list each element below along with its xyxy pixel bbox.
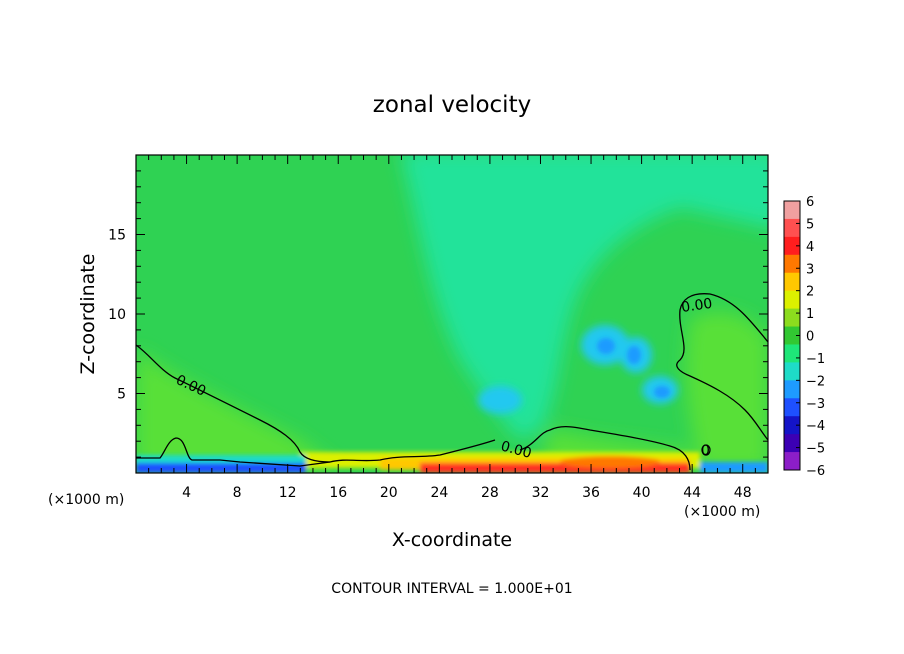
x-tick-label: 8 <box>233 485 242 501</box>
colorbar-label: −5 <box>806 442 825 457</box>
x-tick-label: 44 <box>683 485 701 501</box>
x-unit-right: (×1000 m) <box>684 504 760 520</box>
contour-label: 0.00 <box>680 296 713 316</box>
colorbar-label: −6 <box>806 464 825 479</box>
colorbar-swatch <box>784 254 800 274</box>
colorbar-swatch <box>784 326 800 345</box>
y-axis-label: Z-coordinate <box>77 254 99 375</box>
contour-interval-note: CONTOUR INTERVAL = 1.000E+01 <box>331 581 572 597</box>
colorbar-swatch <box>784 290 800 310</box>
colorbar-swatch <box>784 362 800 381</box>
lower-positive-band <box>136 311 768 470</box>
strong-negative-core <box>597 338 615 354</box>
x-tick-label: 32 <box>532 485 550 501</box>
strong-negative-core <box>654 386 670 398</box>
colorbar-swatch <box>784 308 800 328</box>
colorbar-label: 5 <box>806 217 814 232</box>
x-unit-left: (×1000 m) <box>48 492 124 508</box>
colorbar-swatch <box>784 452 800 471</box>
upper-negative-band <box>401 155 768 440</box>
colorbar-swatch <box>784 201 800 220</box>
contour-label: 0.00 <box>499 438 533 462</box>
surface-hotspot <box>560 456 660 468</box>
colorbar-label: −1 <box>806 352 825 367</box>
zero-contour-middle <box>519 425 691 471</box>
zero-contour-right <box>676 293 768 441</box>
negative-core <box>478 386 522 414</box>
x-tick-label: 12 <box>279 485 297 501</box>
colorbar-label: 4 <box>806 240 814 255</box>
colorbar: 6 5 4 3 2 1 0 −1 −2 −3 −4 −5 −6 <box>783 195 825 479</box>
colorbar-swatch <box>784 398 800 417</box>
x-axis-label: X-coordinate <box>392 529 512 551</box>
colorbar-label: 3 <box>806 262 814 277</box>
x-axis: 4 8 12 16 20 24 28 32 36 40 44 48 <box>148 155 756 501</box>
x-tick-label: 16 <box>329 485 347 501</box>
x-tick-label: 4 <box>182 485 191 501</box>
x-tick-label: 48 <box>734 485 752 501</box>
colorbar-swatch <box>784 380 800 399</box>
colorbar-swatch <box>784 218 800 238</box>
zero-contour-left <box>136 344 496 463</box>
y-axis: 5 10 15 <box>108 170 768 458</box>
colorbar-label: 6 <box>806 195 814 210</box>
colorbar-label: −4 <box>806 419 825 434</box>
y-tick-label: 10 <box>108 307 126 323</box>
colorbar-swatch <box>784 344 800 363</box>
colorbar-label: 1 <box>806 307 814 322</box>
colorbar-swatch <box>784 236 800 256</box>
zero-contour-surface <box>136 437 331 467</box>
y-tick-label: 5 <box>117 387 126 403</box>
x-tick-label: 40 <box>633 485 651 501</box>
colorbar-swatch <box>784 434 800 453</box>
x-tick-label: 20 <box>380 485 398 501</box>
x-tick-label: 28 <box>481 485 499 501</box>
colorbar-swatch <box>784 272 800 292</box>
colorbar-label: −3 <box>806 397 825 412</box>
colorbar-label: 2 <box>806 285 814 300</box>
surface-red-layer <box>420 463 690 473</box>
x-tick-label: 24 <box>430 485 448 501</box>
zero-contours <box>136 293 768 471</box>
chart-title: zonal velocity <box>373 92 531 118</box>
strong-negative-core <box>627 346 641 364</box>
x-tick-label: 36 <box>582 485 600 501</box>
colorbar-label: 0 <box>806 330 814 345</box>
surface-cyan-layer-left <box>136 455 306 463</box>
velocity-field <box>136 155 768 473</box>
surface-blue-layer-left <box>136 463 306 473</box>
colorbar-label: −2 <box>806 374 825 389</box>
contour-label: 0 <box>701 443 710 459</box>
colorbar-swatch <box>784 416 800 435</box>
y-tick-label: 15 <box>108 228 126 244</box>
surface-blue-layer-right <box>700 462 768 473</box>
zero-contour-small-closed <box>701 444 711 456</box>
